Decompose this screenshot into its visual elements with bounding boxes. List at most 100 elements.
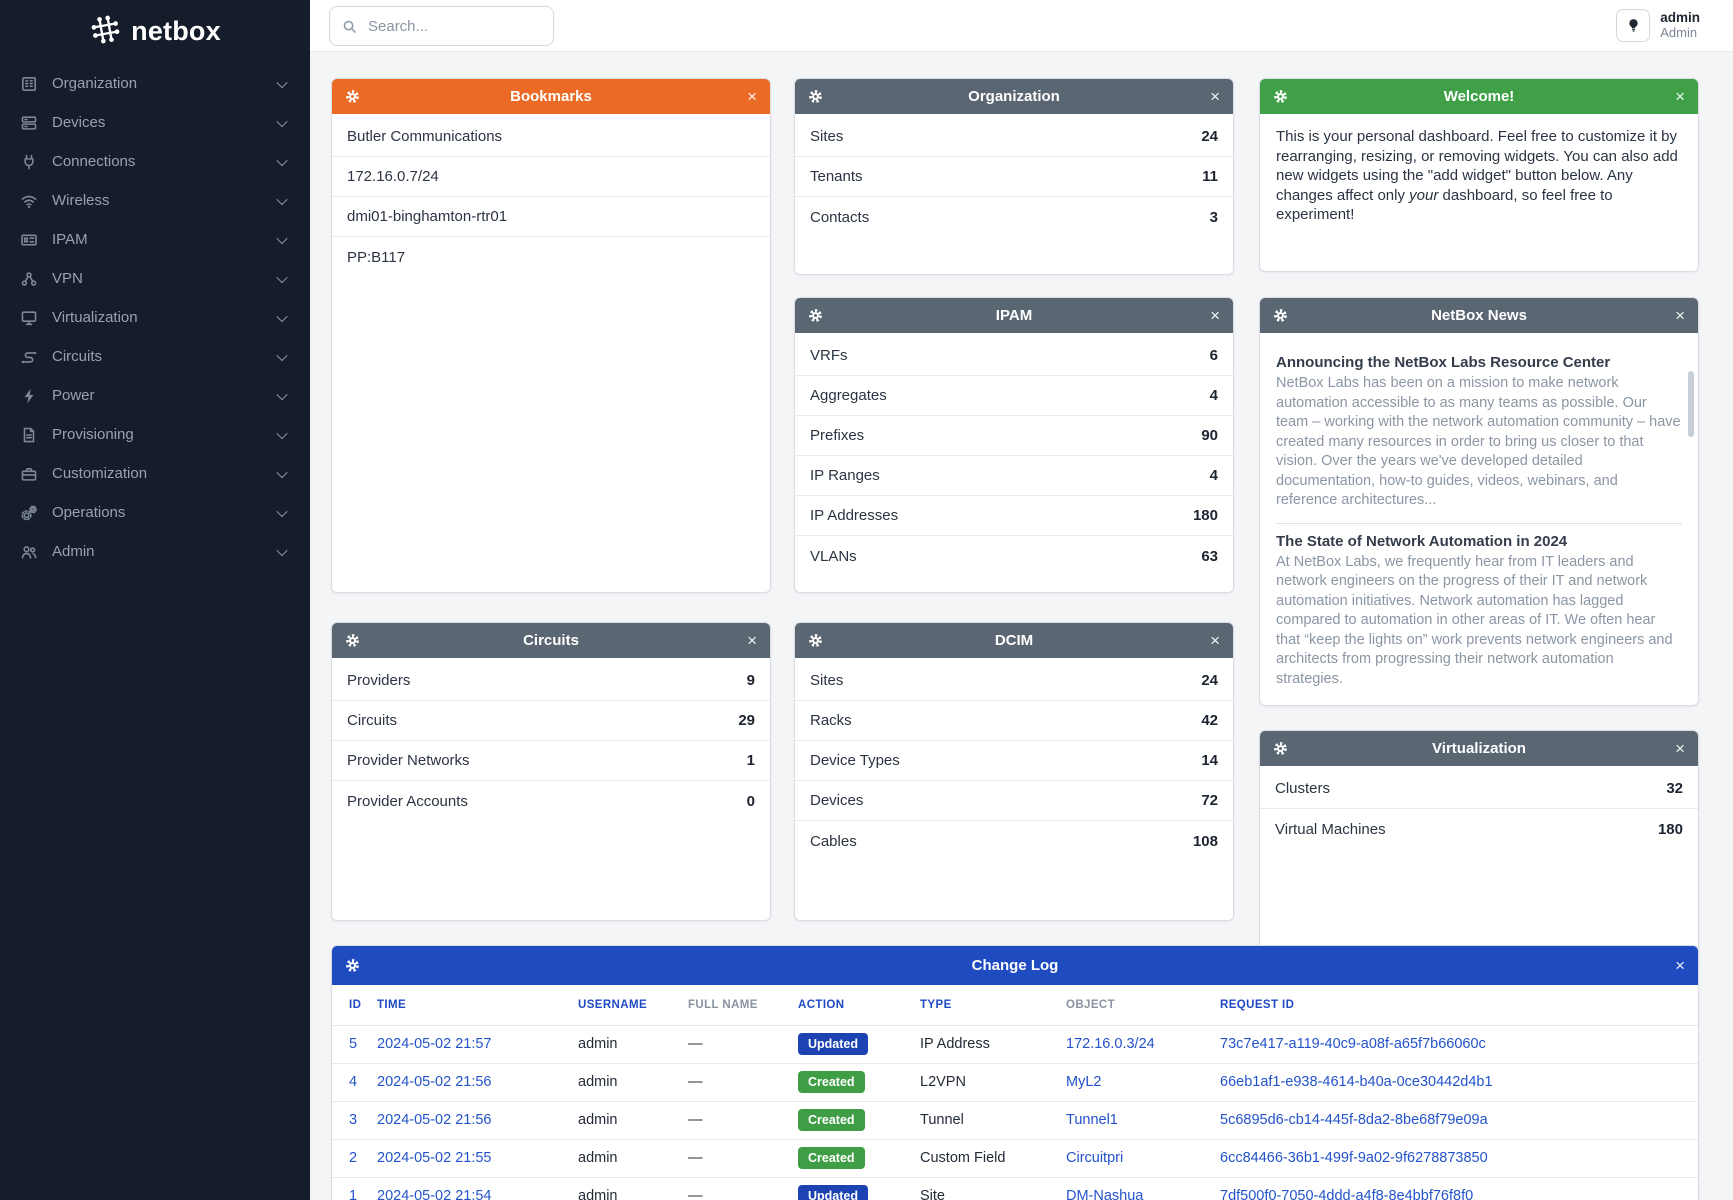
- change-log-row: 2 2024-05-02 21:55 admin — Created Custom Fie…: [332, 1139, 1698, 1178]
- sidebar-item-devices[interactable]: Devices: [0, 103, 310, 142]
- change-object-link[interactable]: Circuitpri: [1066, 1150, 1124, 1166]
- sidebar-item-vpn[interactable]: VPN: [0, 259, 310, 298]
- widget-close-icon[interactable]: ×: [747, 631, 757, 650]
- sidebar-item-organization[interactable]: Organization: [0, 64, 310, 103]
- widget-config-icon[interactable]: [345, 633, 360, 648]
- sidebar-item-label: Customization: [52, 465, 148, 482]
- sidebar-item-ipam[interactable]: IPAM: [0, 220, 310, 259]
- sidebar-item-label: Connections: [52, 153, 136, 170]
- sidebar-item-provisioning[interactable]: Provisioning: [0, 415, 310, 454]
- change-log-row: 5 2024-05-02 21:57 admin — Updated IP Address…: [332, 1025, 1698, 1064]
- widget-close-icon[interactable]: ×: [1675, 739, 1685, 758]
- stat-value: 3: [1209, 208, 1218, 226]
- change-request-id-link[interactable]: 66eb1af1-e938-4614-b40a-0ce30442d4b1: [1220, 1074, 1493, 1090]
- sidebar-item-virtualization[interactable]: Virtualization: [0, 298, 310, 337]
- change-id-link[interactable]: 5: [349, 1036, 358, 1052]
- widget-config-icon[interactable]: [808, 89, 823, 104]
- chevron-down-icon: [276, 466, 288, 478]
- stat-value: 4: [1209, 387, 1218, 404]
- change-request-id-link[interactable]: 5c6895d6-cb14-445f-8da2-8be68f79e09a: [1220, 1112, 1488, 1128]
- netbox-logo[interactable]: netbox: [0, 0, 310, 52]
- widget-close-icon[interactable]: ×: [1675, 956, 1685, 975]
- stat-value: 1: [746, 752, 755, 769]
- stat-value: 72: [1201, 792, 1218, 809]
- widget-close-icon[interactable]: ×: [1210, 631, 1220, 650]
- stat-row: IP Addresses 180: [795, 496, 1233, 536]
- widget-config-icon[interactable]: [1273, 89, 1288, 104]
- widget-header: Circuits ×: [332, 623, 770, 658]
- widget-title: Circuits: [523, 632, 579, 649]
- change-object-link[interactable]: Tunnel1: [1066, 1112, 1118, 1128]
- users-icon: [20, 543, 38, 561]
- column-header-action[interactable]: ACTION: [790, 985, 912, 1026]
- change-time-link[interactable]: 2024-05-02 21:54: [377, 1188, 492, 1200]
- theme-toggle-button[interactable]: [1616, 9, 1651, 42]
- widget-close-icon[interactable]: ×: [1675, 87, 1685, 106]
- column-header-id[interactable]: ID: [332, 985, 369, 1026]
- sidebar-item-operations[interactable]: Operations: [0, 493, 310, 532]
- sidebar-item-circuits[interactable]: Circuits: [0, 337, 310, 376]
- stat-label: IP Addresses: [810, 507, 899, 524]
- widget-close-icon[interactable]: ×: [1210, 87, 1220, 106]
- sidebar-item-label: Devices: [52, 114, 106, 131]
- widget-config-icon[interactable]: [808, 633, 823, 648]
- stat-row: Prefixes 90: [795, 416, 1233, 456]
- news-article-title: The State of Network Automation in 2024: [1276, 532, 1568, 550]
- widget-config-icon[interactable]: [1273, 741, 1288, 756]
- column-header-time[interactable]: TIME: [369, 985, 570, 1026]
- change-time-link[interactable]: 2024-05-02 21:56: [377, 1112, 492, 1128]
- widget-config-icon[interactable]: [808, 308, 823, 323]
- stat-row: Clusters 32: [1260, 769, 1698, 809]
- vpn-nodes-icon: [20, 270, 38, 288]
- change-id-link[interactable]: 3: [349, 1112, 358, 1128]
- change-id-link[interactable]: 1: [349, 1188, 358, 1200]
- search-input[interactable]: [366, 16, 526, 36]
- change-username: admin: [570, 1139, 680, 1178]
- bookmark-item[interactable]: dmi01-binghamton-rtr01: [332, 197, 770, 237]
- widget-close-icon[interactable]: ×: [1675, 306, 1685, 325]
- change-time-link[interactable]: 2024-05-02 21:57: [377, 1036, 492, 1052]
- change-time-link[interactable]: 2024-05-02 21:55: [377, 1150, 492, 1166]
- change-request-id-link[interactable]: 7df500f0-7050-4ddd-a4f8-8e4bbf76f8f0: [1220, 1188, 1474, 1200]
- bookmark-item[interactable]: Butler Communications: [332, 117, 770, 157]
- chevron-down-icon: [276, 232, 288, 244]
- sidebar-item-power[interactable]: Power: [0, 376, 310, 415]
- stat-label: Circuits: [347, 712, 398, 729]
- change-time-link[interactable]: 2024-05-02 21:56: [377, 1074, 492, 1090]
- plug-icon: [20, 153, 38, 171]
- column-header-request-id[interactable]: REQUEST ID: [1212, 985, 1698, 1026]
- change-object-link[interactable]: MyL2: [1066, 1074, 1102, 1090]
- widget-close-icon[interactable]: ×: [747, 87, 757, 106]
- stat-label: Prefixes: [810, 427, 865, 444]
- stat-label: IP Ranges: [810, 467, 880, 484]
- widget-close-icon[interactable]: ×: [1210, 306, 1220, 325]
- bookmark-item[interactable]: 172.16.0.7/24: [332, 157, 770, 197]
- change-id-link[interactable]: 4: [349, 1074, 358, 1090]
- widget-config-icon[interactable]: [345, 958, 360, 973]
- sidebar-item-admin[interactable]: Admin: [0, 532, 310, 571]
- scrollbar-thumb[interactable]: [1688, 371, 1694, 437]
- sidebar-item-customization[interactable]: Customization: [0, 454, 310, 493]
- stat-row: Tenants 11: [795, 157, 1233, 197]
- change-log-row: 3 2024-05-02 21:56 admin — Created Tunnel Tunn…: [332, 1101, 1698, 1140]
- stat-row: VRFs 6: [795, 336, 1233, 376]
- stat-value: 0: [746, 792, 755, 810]
- column-header-username[interactable]: USERNAME: [570, 985, 680, 1026]
- widget-title: Organization: [968, 88, 1060, 105]
- bookmark-item[interactable]: PP:B117: [347, 248, 406, 266]
- news-article-body: NetBox Labs has been on a mission to mak…: [1276, 375, 1681, 508]
- change-object-link[interactable]: 172.16.0.3/24: [1066, 1036, 1155, 1052]
- chevron-down-icon: [276, 388, 288, 400]
- column-header-type[interactable]: TYPE: [912, 985, 1058, 1026]
- widget-config-icon[interactable]: [345, 89, 360, 104]
- widget-netbox-news: NetBox News × Announcing the NetBox Labs…: [1259, 297, 1699, 706]
- change-object-link[interactable]: DM-Nashua: [1066, 1188, 1144, 1200]
- user-menu[interactable]: admin Admin: [1616, 9, 1700, 42]
- widget-config-icon[interactable]: [1273, 308, 1288, 323]
- sidebar-item-connections[interactable]: Connections: [0, 142, 310, 181]
- change-request-id-link[interactable]: 73c7e417-a119-40c9-a08f-a65f7b66060c: [1220, 1036, 1486, 1052]
- sidebar-item-wireless[interactable]: Wireless: [0, 181, 310, 220]
- change-id-link[interactable]: 2: [349, 1150, 358, 1166]
- sidebar-item-label: Organization: [52, 75, 138, 92]
- change-request-id-link[interactable]: 6cc84466-36b1-499f-9a02-9f6278873850: [1220, 1150, 1488, 1166]
